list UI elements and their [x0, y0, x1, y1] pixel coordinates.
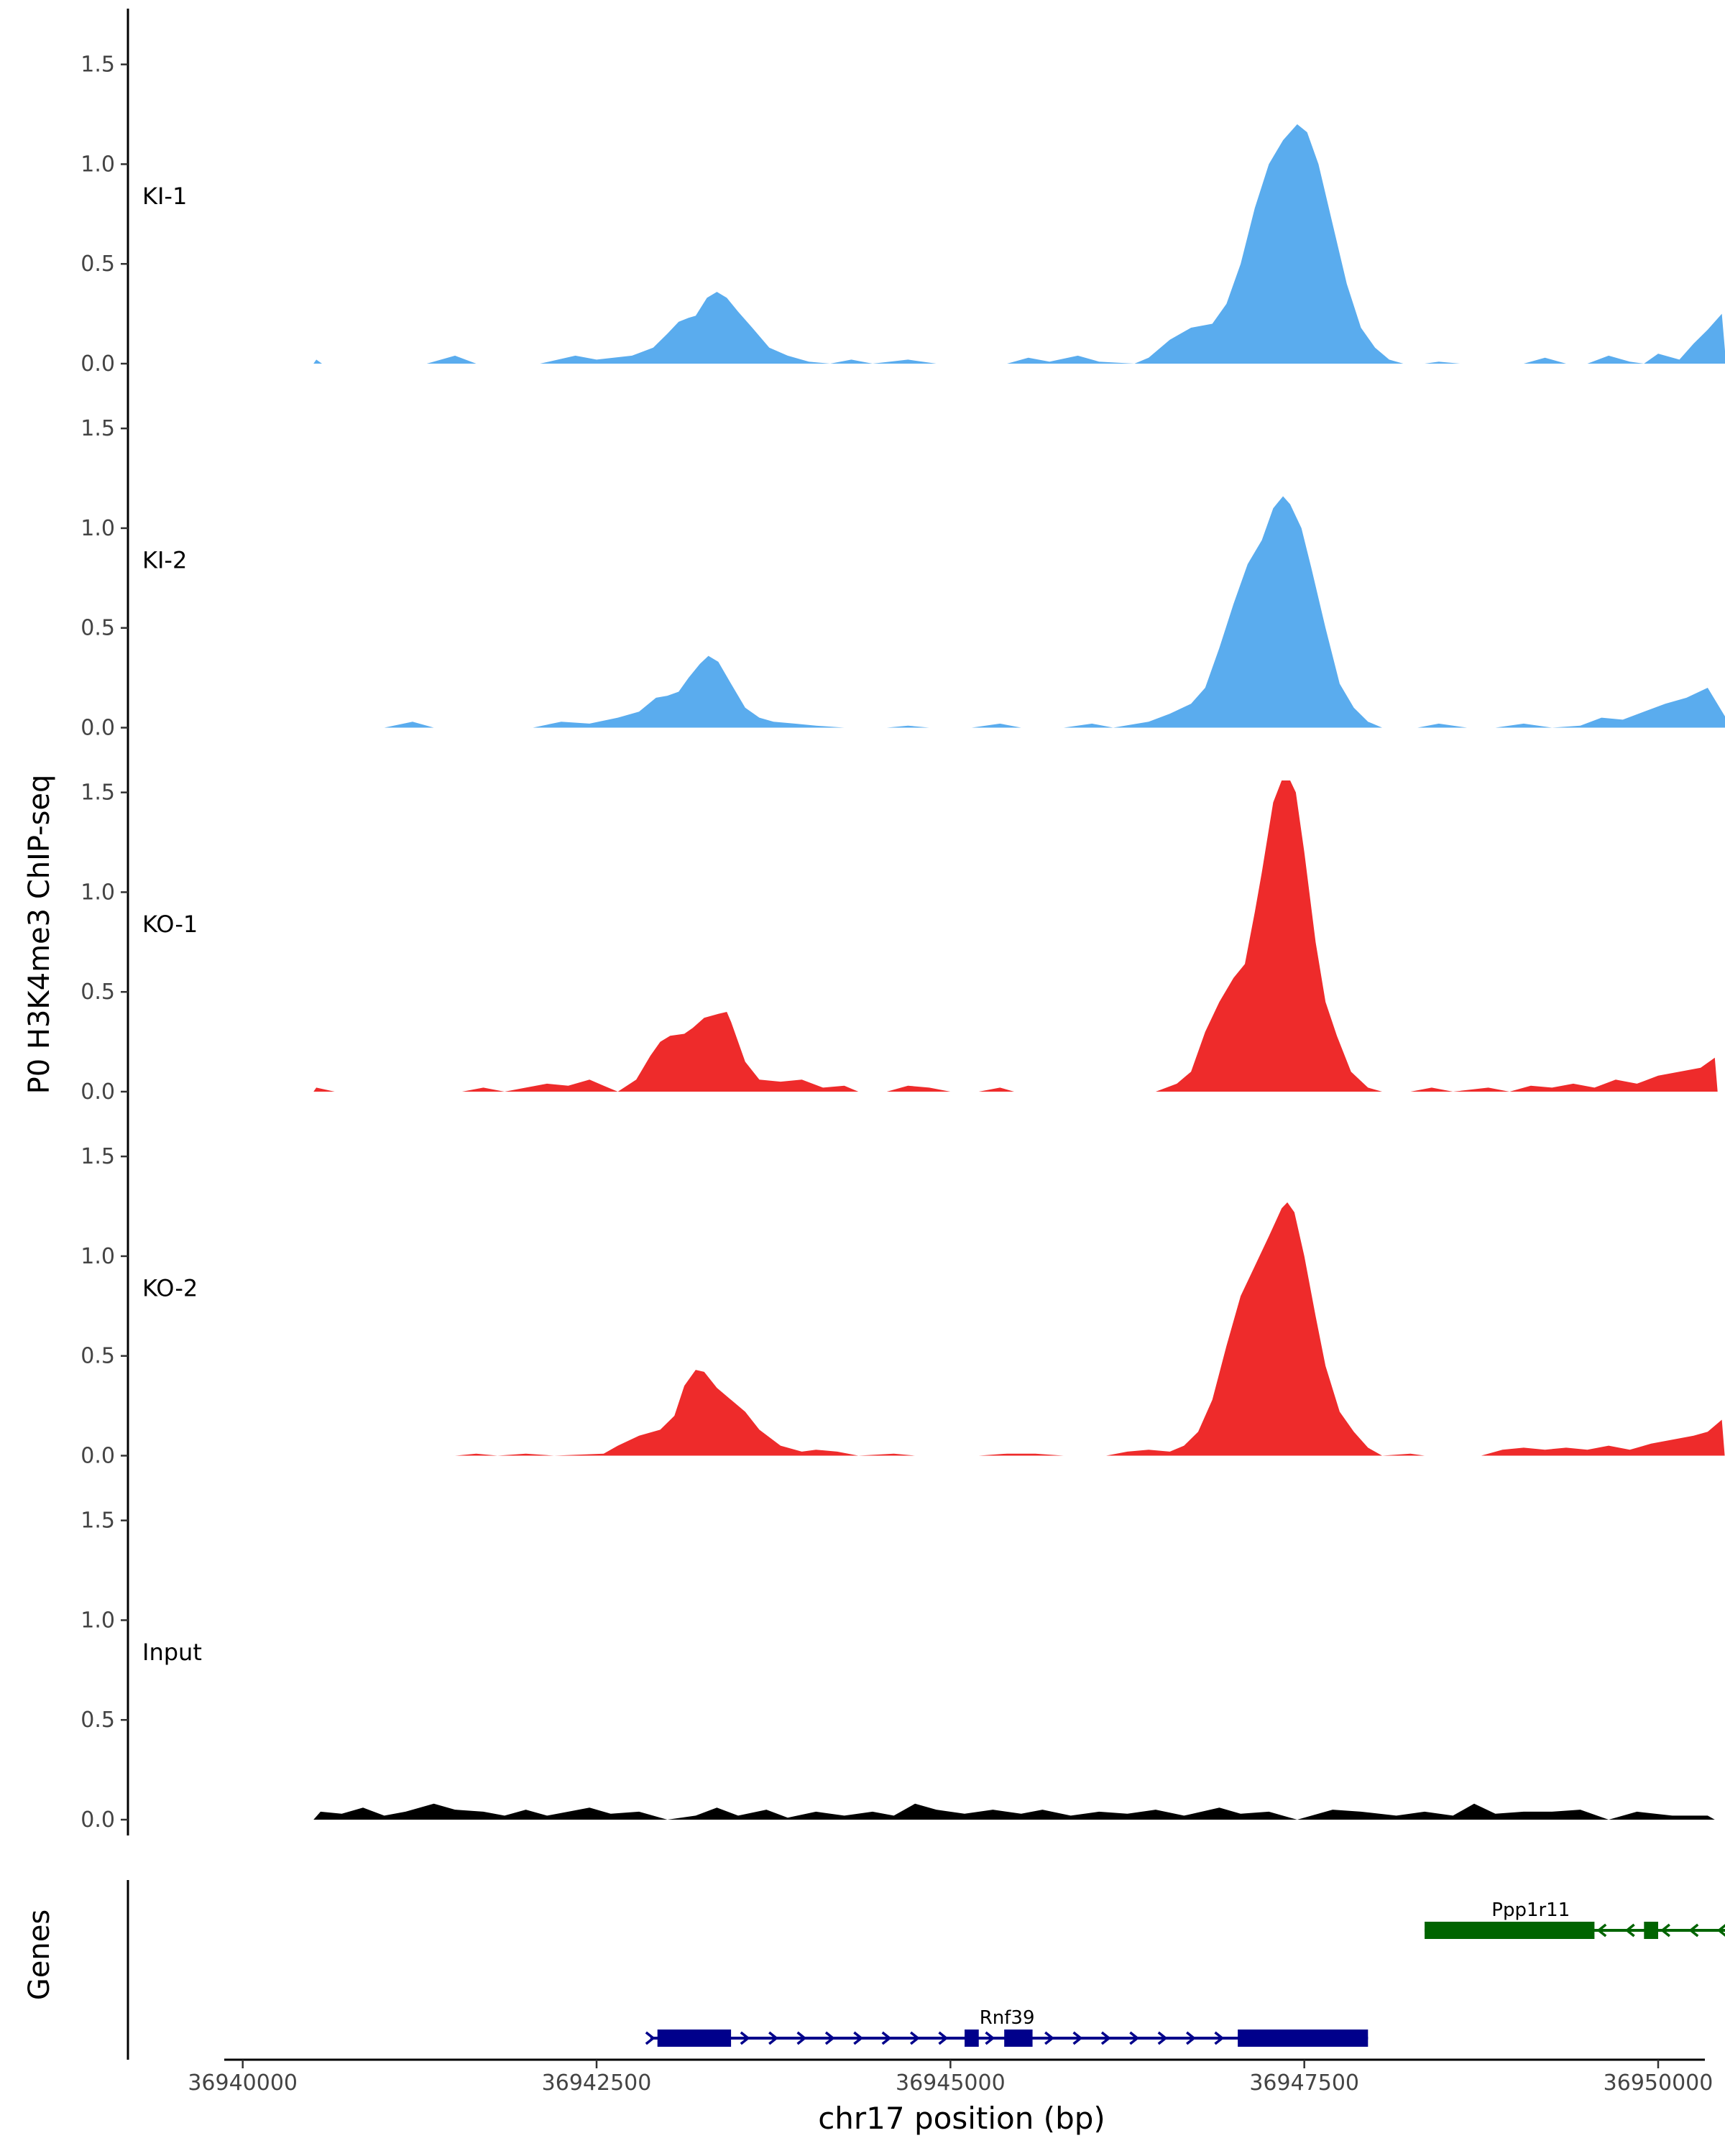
- y-tick-label: 1.5: [80, 1508, 115, 1534]
- gene-label: Ppp1r11: [1491, 1899, 1570, 1921]
- strand-arrow: [853, 2031, 864, 2045]
- strand-arrow: [740, 2031, 750, 2045]
- gene-exon: [1004, 2030, 1033, 2047]
- gene-ppp1r11: Ppp1r11: [1425, 1899, 1725, 1939]
- y-tick-label: 1.5: [80, 52, 115, 78]
- y-tick-label: 0.0: [80, 1079, 115, 1105]
- y-tick-label: 0.0: [80, 716, 115, 741]
- x-axis-title: chr17 position (bp): [818, 2101, 1105, 2136]
- strand-arrow: [1624, 1923, 1635, 1938]
- y-tick-label: 0.0: [80, 1807, 115, 1833]
- track-label: Input: [142, 1639, 202, 1666]
- y-tick-label: 0.5: [80, 980, 115, 1005]
- gene-exon: [1425, 1922, 1595, 1939]
- gene-exon: [657, 2030, 732, 2047]
- y-tick-label: 0.0: [80, 1444, 115, 1469]
- genes-axis-title: Genes: [23, 1909, 56, 2000]
- track-ko-2: 0.0 0.5 1.0 1.5 KO-2: [80, 1100, 1725, 1472]
- strand-arrow: [1688, 1923, 1699, 1938]
- track-label: KO-1: [142, 911, 198, 938]
- track-ki-2: 0.0 0.5 1.0 1.5 KI-2: [80, 372, 1725, 744]
- y-tick-label: 1.0: [80, 152, 115, 177]
- x-tick-label: 36942500: [542, 2070, 652, 2096]
- strand-arrow: [1129, 2031, 1140, 2045]
- y-axis-title: P0 H3K4me3 ChIP-seq: [23, 775, 56, 1095]
- strand-arrow: [1100, 2031, 1111, 2045]
- strand-arrow: [796, 2031, 807, 2045]
- strand-arrow: [1716, 1924, 1725, 1937]
- y-tick-label: 1.5: [80, 780, 115, 806]
- gene-annotation-track: Ppp1r11 Rnf39: [126, 1880, 1725, 2060]
- gene-label: Rnf39: [980, 2007, 1035, 2029]
- track-label: KI-2: [142, 546, 187, 573]
- track-ki-1: 0.0 0.5 1.0 1.5 KI-1: [80, 9, 1725, 379]
- signal-tracks: 0.0 0.5 1.0 1.5 KI-1 0.0 0.5 1.0 1.5 KI-2 0.0 0.5 1.…: [80, 9, 1725, 1835]
- strand-arrow: [1660, 1923, 1670, 1938]
- track-ko-1: 0.0 0.5 1.0 1.5 KO-1: [80, 737, 1718, 1107]
- x-axis: 36940000 36942500 36945000 36947500 36950000: [188, 2058, 1714, 2096]
- gene-rnf39: Rnf39: [645, 2007, 1368, 2047]
- strand-arrow: [1596, 1923, 1607, 1938]
- gene-exon: [1644, 1922, 1659, 1939]
- strand-arrow: [1186, 2031, 1196, 2045]
- strand-arrow: [1044, 2031, 1055, 2045]
- x-tick-label: 36950000: [1604, 2070, 1714, 2096]
- strand-arrow: [910, 2031, 920, 2045]
- track-label: KI-1: [142, 183, 187, 210]
- y-tick-label: 0.5: [80, 1708, 115, 1733]
- y-tick-label: 1.5: [80, 416, 115, 441]
- signal-area-input: [313, 1803, 1715, 1820]
- signal-area-ki-2: [384, 496, 1725, 728]
- signal-area-ki-1: [313, 124, 1725, 364]
- y-tick-label: 1.0: [80, 880, 115, 905]
- strand-arrow: [1072, 2031, 1083, 2045]
- strand-arrow: [824, 2031, 835, 2045]
- x-tick-label: 36947500: [1249, 2070, 1359, 2096]
- strand-arrow: [645, 2031, 656, 2045]
- x-tick-label: 36940000: [188, 2070, 298, 2096]
- strand-arrow: [985, 2031, 995, 2045]
- y-tick-label: 1.0: [80, 1244, 115, 1269]
- y-tick-label: 1.5: [80, 1144, 115, 1169]
- strand-arrow: [1157, 2031, 1168, 2045]
- y-tick-label: 1.0: [80, 516, 115, 541]
- strand-arrow: [938, 2031, 949, 2045]
- y-tick-label: 0.5: [80, 252, 115, 277]
- signal-area-ko-1: [313, 780, 1718, 1092]
- gene-exon: [965, 2030, 979, 2047]
- y-tick-label: 1.0: [80, 1608, 115, 1633]
- y-tick-label: 0.0: [80, 351, 115, 377]
- track-label: KO-2: [142, 1274, 198, 1302]
- y-tick-label: 0.5: [80, 1344, 115, 1369]
- gene-exon: [1238, 2030, 1368, 2047]
- y-tick-label: 0.5: [80, 616, 115, 641]
- strand-arrow: [881, 2031, 892, 2045]
- signal-area-ko-2: [455, 1202, 1725, 1456]
- x-tick-label: 36945000: [896, 2070, 1006, 2096]
- strand-arrow: [768, 2031, 778, 2045]
- strand-arrow: [1214, 2031, 1225, 2045]
- track-input: 0.0 0.5 1.0 1.5 Input: [80, 1465, 1715, 1835]
